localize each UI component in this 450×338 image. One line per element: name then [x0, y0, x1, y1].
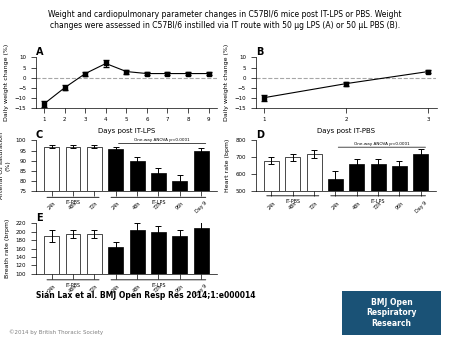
Bar: [87, 146, 102, 338]
Y-axis label: Daily weight change (%): Daily weight change (%): [224, 44, 229, 121]
Text: E: E: [36, 213, 43, 223]
Bar: [306, 154, 322, 274]
Bar: [151, 232, 166, 316]
Y-axis label: Heart rate (bpm): Heart rate (bpm): [225, 139, 230, 192]
Text: Sián Lax et al. BMJ Open Resp Res 2014;1:e000014: Sián Lax et al. BMJ Open Resp Res 2014;1…: [36, 291, 256, 300]
Bar: [285, 157, 300, 274]
Bar: [414, 154, 428, 274]
Text: IT-PBS: IT-PBS: [285, 199, 300, 204]
Bar: [87, 234, 102, 316]
Bar: [172, 181, 187, 338]
Bar: [130, 230, 144, 316]
Bar: [44, 146, 59, 338]
Bar: [264, 161, 279, 274]
Bar: [108, 246, 123, 316]
Text: Weight and cardiopulmonary parameter changes in C57Bl/6 mice post IT-LPS or PBS.: Weight and cardiopulmonary parameter cha…: [48, 10, 402, 29]
Bar: [108, 148, 123, 338]
Text: IT-LPS: IT-LPS: [371, 199, 385, 204]
Bar: [130, 161, 144, 338]
Bar: [392, 166, 407, 274]
Bar: [66, 146, 81, 338]
X-axis label: Days post IT-PBS: Days post IT-PBS: [317, 128, 375, 134]
Bar: [371, 164, 386, 274]
Y-axis label: Breath rate (brpm): Breath rate (brpm): [5, 219, 10, 278]
Bar: [44, 236, 59, 316]
Text: One-way ANOVA p<0.0001: One-way ANOVA p<0.0001: [134, 139, 190, 143]
Bar: [349, 164, 364, 274]
Text: D: D: [256, 130, 264, 140]
Y-axis label: Arterial O₂ saturation
(%): Arterial O₂ saturation (%): [0, 132, 10, 199]
Bar: [194, 150, 208, 338]
Text: ©2014 by British Thoracic Society: ©2014 by British Thoracic Society: [9, 329, 103, 335]
Text: C: C: [36, 130, 43, 140]
Text: A: A: [36, 47, 44, 57]
Bar: [151, 173, 166, 338]
Text: One-way ANOVA p<0.0001: One-way ANOVA p<0.0001: [354, 142, 410, 146]
Y-axis label: Daily weight change (%): Daily weight change (%): [4, 44, 9, 121]
Bar: [194, 228, 208, 316]
Text: BMJ Open
Respiratory
Research: BMJ Open Respiratory Research: [366, 298, 417, 328]
Text: B: B: [256, 47, 263, 57]
Text: IT-LPS: IT-LPS: [151, 200, 166, 205]
X-axis label: Days post IT-LPS: Days post IT-LPS: [98, 128, 155, 134]
Text: IT-PBS: IT-PBS: [66, 283, 81, 288]
Text: IT-PBS: IT-PBS: [66, 200, 81, 205]
Bar: [172, 236, 187, 316]
Bar: [328, 179, 343, 274]
Text: IT-LPS: IT-LPS: [151, 283, 166, 288]
Bar: [66, 234, 81, 316]
